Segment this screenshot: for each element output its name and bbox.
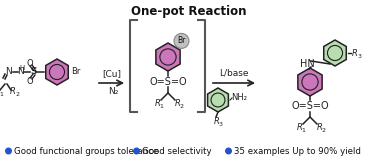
Text: Br: Br [71, 68, 81, 76]
Text: O: O [27, 76, 33, 85]
Text: N: N [18, 68, 24, 76]
Text: R: R [317, 123, 323, 132]
Text: O: O [27, 59, 33, 68]
Text: Br: Br [177, 36, 186, 45]
Circle shape [174, 33, 189, 48]
Text: S: S [31, 68, 37, 76]
Text: 2: 2 [321, 128, 325, 133]
Text: R: R [214, 116, 220, 125]
Text: L/base: L/base [219, 69, 249, 78]
Text: 3: 3 [219, 121, 223, 127]
Text: 3: 3 [358, 53, 362, 59]
Text: One-pot Reaction: One-pot Reaction [131, 5, 247, 18]
Text: N: N [6, 68, 12, 76]
Polygon shape [46, 59, 68, 85]
Polygon shape [298, 68, 322, 96]
Circle shape [225, 148, 232, 155]
Polygon shape [208, 88, 228, 112]
Text: 35 examples Up to 90% yield: 35 examples Up to 90% yield [234, 147, 361, 156]
Text: HN: HN [300, 59, 314, 69]
Circle shape [133, 148, 140, 155]
Text: Good selectivity: Good selectivity [142, 147, 212, 156]
Text: R: R [10, 88, 16, 96]
Text: H: H [19, 65, 25, 71]
Text: N₂: N₂ [108, 87, 119, 96]
Text: O=S=O: O=S=O [149, 77, 187, 87]
Text: NH₂: NH₂ [231, 92, 247, 101]
Text: 1: 1 [159, 104, 163, 109]
Text: Good functional groups tolerance: Good functional groups tolerance [14, 147, 158, 156]
Text: R: R [352, 48, 358, 57]
Circle shape [5, 148, 12, 155]
Text: 1: 1 [301, 128, 305, 133]
Polygon shape [324, 40, 346, 66]
Text: [Cu]: [Cu] [102, 69, 121, 78]
Polygon shape [156, 43, 180, 71]
Text: 1: 1 [0, 92, 3, 97]
Text: R: R [297, 123, 303, 132]
Text: 2: 2 [15, 92, 19, 97]
Text: R: R [155, 99, 161, 108]
Text: 2: 2 [179, 104, 183, 109]
Text: R: R [175, 99, 181, 108]
Text: O=S=O: O=S=O [291, 101, 329, 111]
Text: R: R [0, 88, 1, 96]
